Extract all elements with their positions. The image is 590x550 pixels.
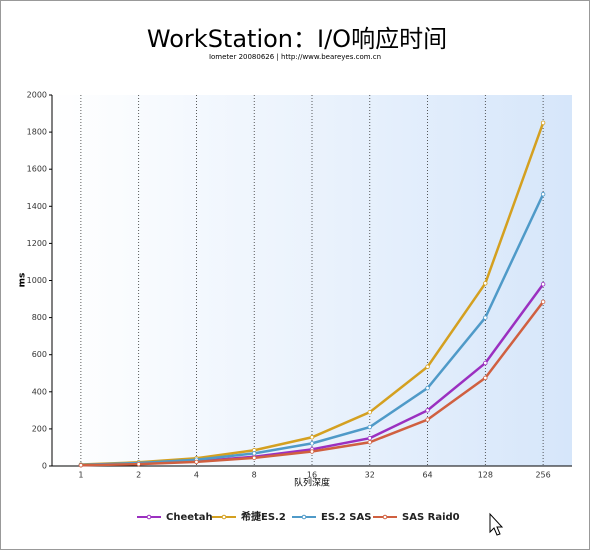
x-tick-label: 4 — [194, 471, 199, 480]
data-point — [309, 441, 315, 446]
y-axis-title: ms — [18, 273, 28, 288]
legend-marker — [301, 514, 307, 520]
data-point — [252, 455, 257, 461]
data-point — [309, 449, 315, 454]
data-point — [425, 385, 430, 391]
data-point — [483, 360, 488, 366]
mouse-cursor — [489, 512, 504, 536]
data-point — [540, 299, 546, 305]
data-point — [194, 459, 199, 465]
y-tick-label: 1600 — [27, 165, 47, 174]
legend-label: 希捷ES.2 — [240, 510, 286, 523]
y-tick-label: 800 — [32, 313, 47, 322]
data-point — [425, 364, 430, 369]
data-point — [367, 410, 372, 415]
x-tick-label: 32 — [365, 471, 375, 480]
y-tick-label: 1000 — [27, 276, 47, 285]
x-tick-label: 128 — [478, 471, 493, 480]
data-point — [309, 435, 315, 440]
y-tick-label: 1400 — [27, 202, 47, 211]
x-tick-label: 8 — [252, 471, 257, 480]
legend-marker — [221, 514, 227, 520]
data-point — [425, 417, 430, 422]
x-tick-label: 64 — [422, 471, 432, 480]
x-tick-label: 256 — [535, 471, 550, 480]
y-tick-label: 1200 — [27, 239, 47, 248]
x-tick-label: 16 — [307, 471, 317, 480]
legend-marker — [382, 514, 388, 520]
data-point — [540, 282, 546, 287]
data-point — [367, 440, 372, 445]
legend-marker — [146, 514, 152, 520]
data-point — [78, 463, 84, 468]
y-tick-label: 600 — [32, 350, 47, 359]
data-point — [136, 461, 141, 467]
data-point — [483, 281, 488, 286]
data-point — [252, 451, 257, 456]
legend-label: ES.2 SAS — [321, 512, 371, 523]
chart-title: WorkStation：I/O响应时间 — [147, 25, 447, 53]
y-tick-label: 0 — [42, 462, 47, 471]
data-point — [425, 408, 430, 413]
chart-subtitle: Iometer 20080626 | http://www.beareyes.c… — [209, 53, 381, 61]
legend-label: SAS Raid0 — [402, 512, 460, 523]
data-point — [367, 435, 372, 441]
x-tick-label: 1 — [78, 471, 83, 480]
data-point — [483, 375, 488, 381]
data-point — [540, 192, 546, 197]
legend-label: Cheetah — [166, 512, 213, 523]
data-point — [483, 315, 488, 320]
x-tick-label: 2 — [136, 471, 141, 480]
data-point — [540, 120, 546, 126]
y-tick-label: 400 — [32, 387, 47, 396]
y-tick-label: 1800 — [27, 128, 47, 137]
y-tick-label: 2000 — [27, 91, 47, 100]
x-axis-title: 队列深度 — [294, 477, 330, 489]
data-point — [367, 424, 372, 430]
y-tick-label: 200 — [32, 424, 47, 433]
